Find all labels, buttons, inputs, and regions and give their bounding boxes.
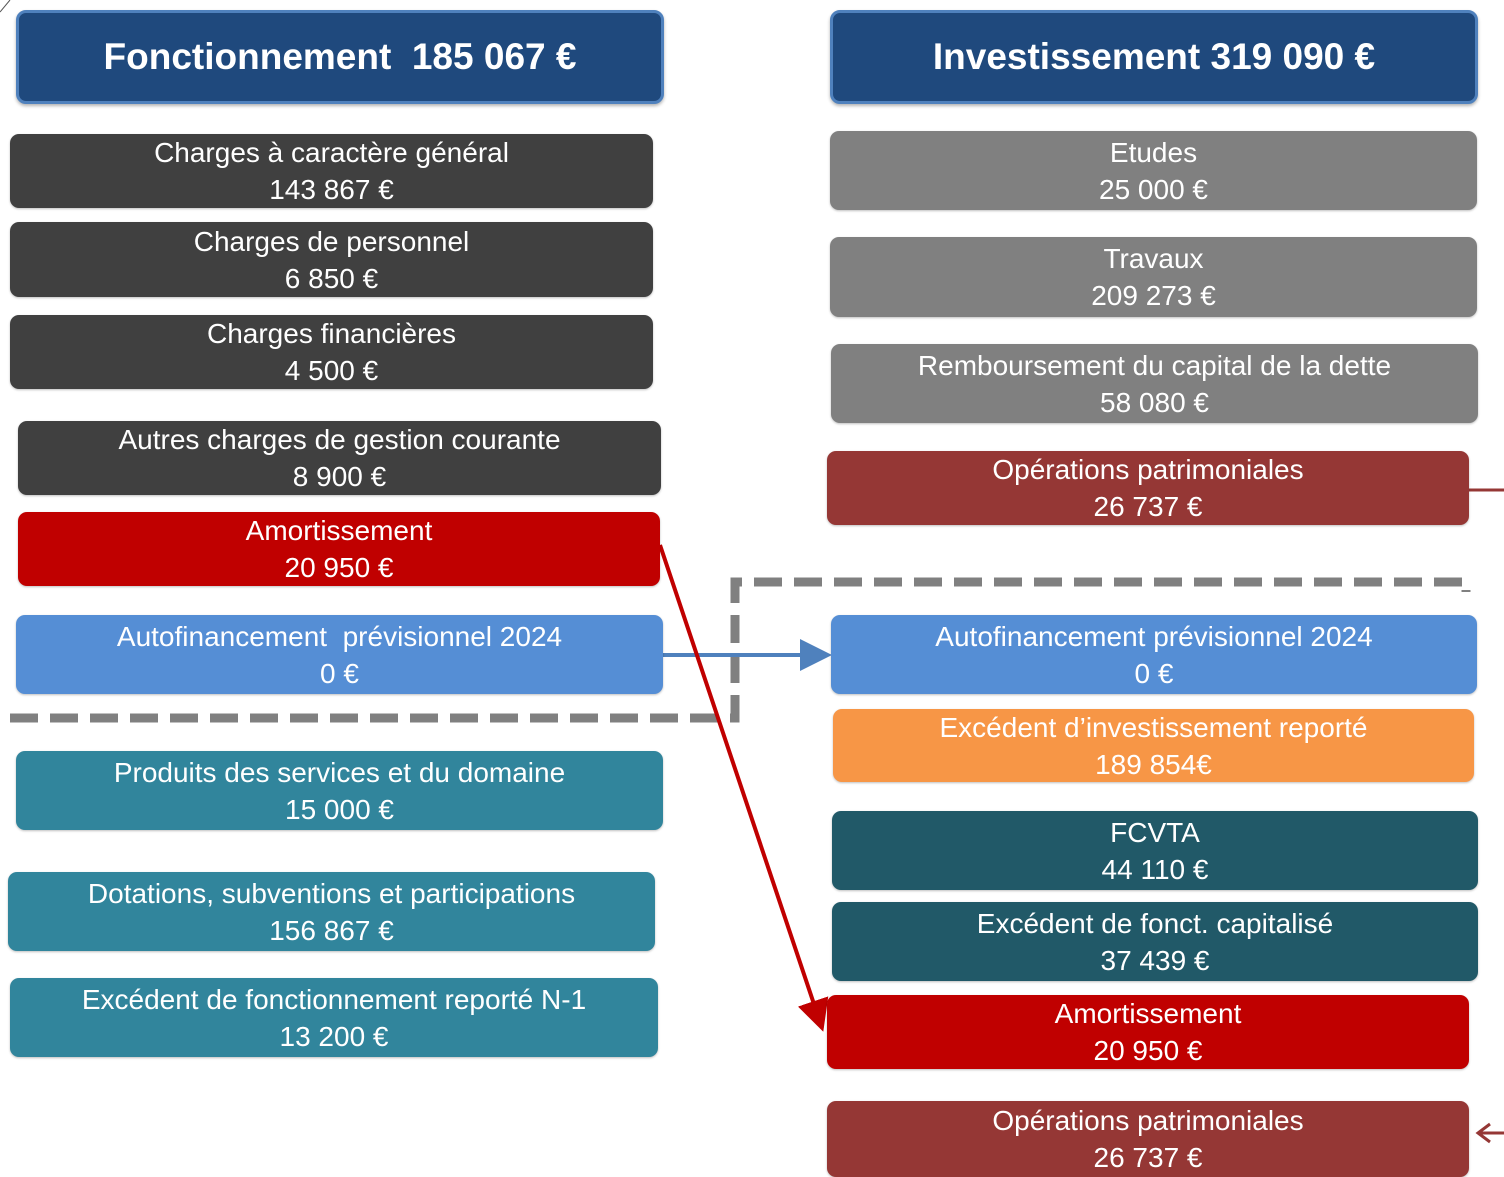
budget-box: Etudes 25 000 € xyxy=(830,131,1477,210)
box-label: Amortissement xyxy=(245,515,433,546)
box-value: 4 500 € xyxy=(284,355,379,386)
box-value: 156 867 € xyxy=(269,914,394,946)
box-value: 44 110 € xyxy=(1101,853,1209,885)
box-value: 20 950 € xyxy=(1093,1035,1203,1066)
box-label: Opérations patrimoniales xyxy=(992,454,1304,485)
budget-box: Opérations patrimoniales 26 737 € xyxy=(827,1101,1469,1177)
arrow-amortissement xyxy=(658,544,829,1032)
budget-box: Autres charges de gestion courante 8 900 … xyxy=(18,421,661,495)
budget-box: Autofinancement prévisionnel 2024 0 € xyxy=(16,615,663,694)
budget-box: Autofinancement prévisionnel 2024 0 € xyxy=(831,615,1477,694)
box-value: 37 439 € xyxy=(1100,944,1210,976)
budget-box: Produits des services et du domaine 15 00… xyxy=(16,751,663,830)
header-title: Investissement 319 090 € xyxy=(932,36,1376,77)
box-value: 26 737 € xyxy=(1093,491,1203,522)
box-value: 13 200 € xyxy=(279,1020,389,1052)
dashed-separator xyxy=(10,577,1471,723)
arrow-in xyxy=(1475,1122,1504,1144)
box-label: Dotations, subventions et participations xyxy=(87,877,576,909)
box-label: Excédent d’investissement reporté xyxy=(939,711,1368,743)
box-value: 20 950 € xyxy=(284,552,394,583)
budget-box: Opérations patrimoniales 26 737 € xyxy=(827,451,1469,525)
box-value: 15 000 € xyxy=(285,793,394,825)
budget-box: Charges financières 4 500 € xyxy=(10,315,653,389)
box-label: Autres charges de gestion courante xyxy=(118,424,561,455)
box-value: 58 080 € xyxy=(1100,386,1209,418)
budget-box: Travaux 209 273 € xyxy=(830,237,1477,317)
box-value: 26 737 € xyxy=(1093,1142,1203,1173)
box-label: FCVTA xyxy=(1110,816,1200,848)
section-header: Investissement 319 090 € xyxy=(830,10,1478,104)
header-title: Fonctionnement 185 067 € xyxy=(103,36,577,77)
budget-box: Charges de personnel 6 850 € xyxy=(10,222,653,297)
box-label: Amortissement xyxy=(1054,998,1242,1029)
box-value: 143 867 € xyxy=(269,174,394,205)
box-label: Charges de personnel xyxy=(193,225,470,257)
box-label: Excédent de fonctionnement reporté N-1 xyxy=(81,983,587,1015)
box-label: Remboursement du capital de la dette xyxy=(917,349,1392,381)
budget-box: FCVTA 44 110 € xyxy=(832,811,1478,890)
box-label: Produits des services et du domaine xyxy=(113,756,566,788)
budget-box: Excédent de fonct. capitalisé 37 439 € xyxy=(832,902,1478,981)
box-value: 0 € xyxy=(320,657,359,689)
box-value: 189 854€ xyxy=(1095,748,1212,780)
budget-box: Excédent d’investissement reporté 189 854… xyxy=(833,709,1474,782)
box-value: 209 273 € xyxy=(1091,280,1216,311)
box-label: Travaux xyxy=(1103,243,1204,274)
box-label: Opérations patrimoniales xyxy=(992,1105,1304,1136)
budget-box: Amortissement 20 950 € xyxy=(18,512,660,586)
box-value: 25 000 € xyxy=(1099,173,1208,205)
budget-box: Excédent de fonctionnement reporté N-1 13… xyxy=(10,978,658,1057)
box-value: 6 850 € xyxy=(284,262,379,294)
budget-box: Amortissement 20 950 € xyxy=(827,995,1469,1069)
section-header: Fonctionnement 185 067 € xyxy=(16,10,664,104)
box-value: 8 900 € xyxy=(292,461,387,492)
box-label: Autofinancement prévisionnel 2024 xyxy=(935,620,1373,652)
budget-box: Dotations, subventions et participations… xyxy=(8,872,655,951)
box-label: Charges financières xyxy=(206,318,457,349)
budget-box: Charges à caractère général 143 867 € xyxy=(10,134,653,208)
box-label: Excédent de fonct. capitalisé xyxy=(976,907,1334,939)
box-label: Etudes xyxy=(1109,136,1198,168)
box-value: 0 € xyxy=(1134,657,1174,689)
budget-box: Remboursement du capital de la dette 58 0… xyxy=(831,344,1478,423)
box-label: Charges à caractère général xyxy=(154,137,509,168)
box-label: Autofinancement prévisionnel 2024 xyxy=(116,620,563,652)
corner-line xyxy=(0,0,11,13)
